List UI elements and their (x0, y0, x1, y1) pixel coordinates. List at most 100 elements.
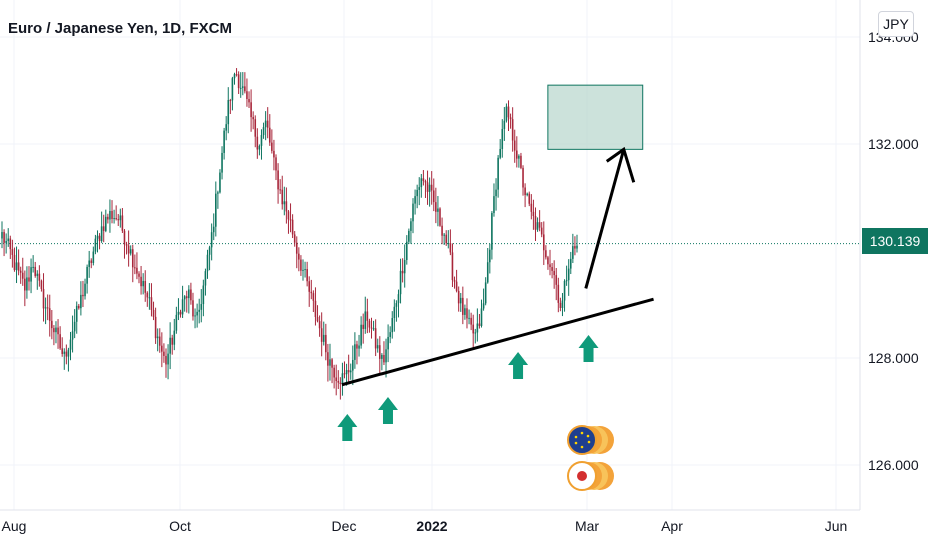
candle (78, 303, 80, 310)
candle (555, 267, 558, 301)
candle (273, 139, 275, 171)
candle (262, 122, 265, 139)
candle (399, 258, 402, 304)
support-trendline[interactable] (341, 297, 654, 387)
target-zone[interactable] (547, 84, 644, 150)
candle (306, 261, 308, 287)
candle (574, 236, 576, 256)
y-tick-label-1: 128.000 (868, 350, 919, 366)
candle (252, 111, 254, 130)
candle (327, 343, 329, 382)
candle (470, 312, 472, 331)
candle (314, 287, 317, 326)
candle (134, 254, 136, 275)
candle (395, 300, 398, 322)
candle (57, 319, 59, 349)
candle (206, 249, 209, 279)
candle (268, 114, 271, 146)
support-up-arrow-icon (578, 335, 599, 362)
candle (540, 222, 543, 238)
candle (156, 328, 159, 352)
candle (312, 290, 315, 313)
candle (51, 310, 53, 340)
candle (405, 235, 408, 265)
candle (1, 221, 3, 249)
candle (19, 266, 22, 284)
candle (549, 249, 551, 276)
candle (154, 307, 157, 344)
candle (387, 324, 389, 363)
candle (158, 328, 161, 353)
y-tick-label-0: 126.000 (868, 457, 919, 473)
candle (237, 71, 240, 94)
candle (192, 292, 194, 321)
time-axis[interactable]: Aug Oct Dec 2022 Mar Apr Jun (2, 518, 848, 534)
candles (1, 68, 578, 400)
candle (553, 260, 555, 289)
candle (219, 169, 221, 194)
candle (28, 266, 30, 291)
candle (271, 129, 273, 154)
candle (368, 318, 371, 333)
candle (329, 343, 331, 381)
candle (107, 213, 109, 224)
candle (11, 239, 14, 268)
candle (202, 279, 205, 317)
candle (26, 266, 28, 299)
candle (254, 115, 257, 148)
candle (34, 261, 37, 278)
candle (129, 245, 132, 256)
candle (416, 184, 418, 209)
candle (55, 321, 57, 344)
candle (491, 211, 493, 260)
candle (173, 318, 176, 351)
candle (466, 298, 468, 329)
candle (331, 358, 333, 384)
candle (169, 322, 171, 370)
candle (480, 299, 483, 328)
candle (414, 189, 416, 215)
candle (474, 328, 477, 344)
candle (532, 199, 535, 230)
candle (412, 198, 414, 234)
candle (65, 344, 68, 365)
candle (511, 107, 514, 152)
candle (246, 78, 248, 107)
candle (200, 289, 203, 323)
candle (381, 353, 383, 371)
candle (557, 277, 560, 313)
candle (225, 116, 227, 141)
candle (337, 370, 340, 390)
candle (88, 250, 90, 278)
candle (69, 331, 72, 361)
candle (401, 258, 404, 283)
candle (227, 87, 230, 134)
candle (522, 165, 524, 196)
candle (291, 214, 294, 239)
candle (561, 292, 564, 317)
candle (71, 315, 74, 353)
candle (115, 205, 117, 221)
candle (223, 127, 225, 160)
candle (430, 171, 433, 205)
candle (94, 234, 97, 255)
candle (462, 286, 464, 325)
candle (505, 103, 508, 123)
candle (432, 178, 435, 212)
x-tick-label-4: Mar (575, 518, 599, 534)
projection-arrow[interactable] (584, 146, 636, 289)
currency-badge[interactable]: JPY (878, 11, 914, 37)
candle (17, 249, 20, 276)
candle (13, 247, 16, 272)
candle (354, 332, 356, 369)
candle (457, 286, 460, 312)
candle (536, 217, 539, 232)
candle (397, 289, 400, 318)
candle (501, 119, 504, 158)
x-tick-label-2: Dec (332, 518, 357, 534)
candle (46, 294, 49, 321)
candle (221, 146, 223, 180)
candle (92, 246, 95, 266)
candle (530, 194, 533, 220)
